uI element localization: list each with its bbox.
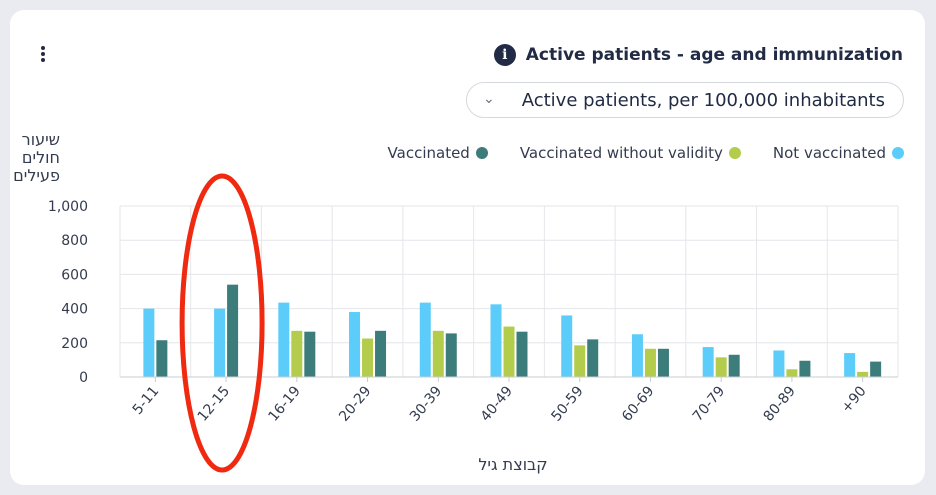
x-tick-label: 16-19 [265, 383, 303, 424]
bar-not-vaccinated [214, 308, 226, 377]
bar-not-vaccinated [278, 302, 290, 377]
x-tick-label: 70-79 [690, 383, 728, 424]
legend-item-vaccinated[interactable]: Vaccinated [388, 144, 488, 162]
bar-vaccinated-without-validity [857, 371, 869, 377]
bar-vaccinated-without-validity [786, 369, 798, 377]
bar-vaccinated-without-validity [362, 338, 374, 377]
legend-label: Not vaccinated [772, 144, 886, 162]
chart-card: i Active patients - age and immunization… [10, 10, 925, 485]
legend-item-not-vaccinated[interactable]: Not vaccinated [773, 144, 904, 162]
bar-not-vaccinated [631, 334, 643, 377]
bar-vaccinated [587, 339, 599, 377]
x-tick-label: 50-59 [548, 383, 586, 424]
header: i Active patients - age and immunization [493, 44, 903, 66]
bar-not-vaccinated [419, 302, 431, 377]
legend: Vaccinated Vaccinated without validity N… [388, 144, 904, 162]
bar-vaccinated [445, 333, 457, 377]
y-tick-label: 600 [61, 267, 88, 283]
bar-not-vaccinated [844, 353, 856, 377]
bar-vaccinated [304, 331, 316, 377]
bar-vaccinated [799, 360, 811, 377]
legend-swatch [475, 147, 488, 159]
bar-vaccinated [516, 331, 528, 377]
bar-not-vaccinated [561, 315, 573, 377]
bar-vaccinated [870, 361, 882, 377]
bar-vaccinated [227, 284, 239, 377]
y-tick-label: 400 [61, 302, 88, 318]
bar-not-vaccinated [349, 312, 361, 377]
bar-vaccinated-without-validity [574, 345, 586, 377]
bar-not-vaccinated [773, 350, 785, 377]
x-tick-label: 20-29 [336, 383, 374, 424]
bar-vaccinated-without-validity [432, 330, 444, 377]
info-icon[interactable]: i [493, 44, 516, 66]
y-axis-title-line: שיעור [22, 130, 60, 149]
x-tick-label: 12-15 [195, 383, 233, 424]
bar-vaccinated [657, 348, 669, 377]
metric-dropdown-value: Active patients, per 100,000 inhabitants [521, 89, 885, 111]
legend-item-vaccinated-without-validity[interactable]: Vaccinated without validity [520, 144, 741, 162]
bar-not-vaccinated [143, 308, 155, 377]
y-tick-label: 1,000 [48, 199, 88, 215]
kebab-menu-icon[interactable] [38, 46, 48, 68]
x-tick-label: 40-49 [478, 383, 516, 424]
bar-vaccinated-without-validity [503, 326, 515, 377]
bar-not-vaccinated [490, 304, 502, 377]
y-tick-label: 200 [61, 336, 88, 352]
legend-label: Vaccinated [387, 144, 470, 162]
bar-vaccinated-without-validity [715, 357, 727, 377]
bar-not-vaccinated [702, 347, 714, 377]
y-axis-title-line: פעילים [13, 166, 60, 185]
chart-title: Active patients - age and immunization [525, 45, 903, 65]
bar-vaccinated [156, 340, 168, 377]
bar-vaccinated-without-validity [644, 348, 656, 377]
x-tick-label: 30-39 [407, 383, 445, 424]
x-tick-label: 5-11 [130, 383, 163, 418]
legend-label: Vaccinated without validity [519, 144, 723, 162]
x-tick-label: 80-89 [761, 383, 799, 424]
y-tick-label: 0 [79, 370, 88, 386]
legend-swatch [892, 147, 904, 159]
y-axis-title-line: חולים [22, 148, 60, 167]
bar-vaccinated [728, 354, 740, 377]
highlight-ellipse [179, 173, 265, 473]
bar-vaccinated-without-validity [291, 330, 303, 377]
x-axis-title: קבוצת גיל [478, 455, 547, 474]
chevron-down-icon: ⌄ [483, 91, 495, 107]
x-tick-label: +90 [838, 383, 869, 416]
bar-vaccinated [375, 330, 387, 377]
x-tick-label: 60-69 [619, 383, 657, 424]
legend-swatch [728, 147, 741, 159]
y-tick-label: 800 [61, 233, 88, 249]
metric-dropdown[interactable]: ⌄ Active patients, per 100,000 inhabitan… [466, 82, 904, 118]
